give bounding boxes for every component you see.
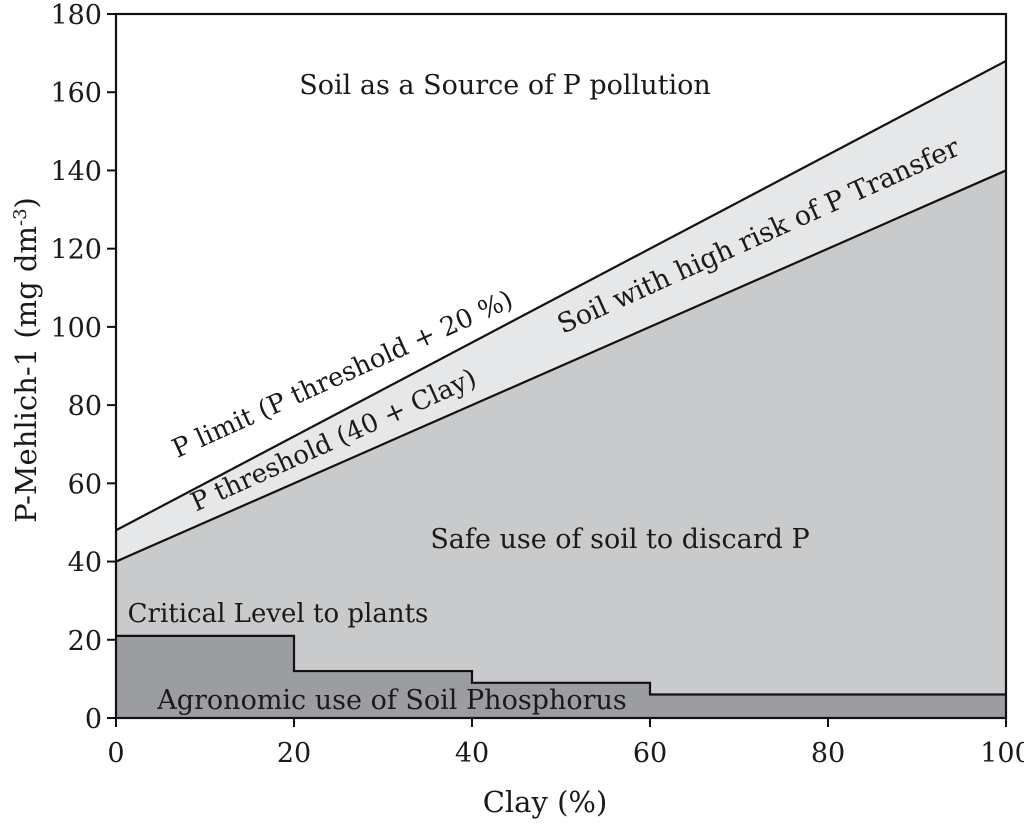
y-tick-label: 60 — [68, 469, 102, 500]
y-axis-title: P-Mehlich-1 (mg dm-3) — [9, 197, 43, 523]
axes — [114, 12, 1008, 720]
y-tick-label: 160 — [50, 78, 102, 109]
y-ticks: 0 20 40 60 80 100 120 140 160 180 — [50, 0, 116, 735]
zone-label-pollution: Soil as a Source of P pollution — [299, 70, 710, 101]
x-tick-label: 0 — [107, 738, 124, 769]
y-axis-title-close: ) — [9, 197, 43, 208]
series-lines — [115, 59, 1007, 696]
y-tick-label: 180 — [50, 0, 102, 31]
zone-high-risk-fill — [116, 60, 1006, 562]
x-axis-title: Clay (%) — [483, 785, 608, 819]
zone-label-agronomic: Agronomic use of Soil Phosphorus — [156, 685, 627, 716]
x-ticks: 0 20 40 60 80 100 — [107, 718, 1024, 769]
zone-fills — [116, 60, 1006, 718]
y-tick-label: 0 — [85, 704, 102, 735]
series-label-critical-level: Critical Level to plants — [128, 599, 429, 629]
x-tick-label: 40 — [455, 738, 489, 769]
y-tick-label: 80 — [68, 391, 102, 422]
y-axis-title-exponent: -3 — [10, 208, 31, 226]
y-tick-label: 20 — [68, 626, 102, 657]
plot-frame — [114, 12, 1008, 720]
y-tick-label: 120 — [50, 235, 102, 266]
x-tick-label: 100 — [980, 738, 1024, 769]
x-tick-label: 80 — [811, 738, 845, 769]
zone-safe-fill — [116, 170, 1006, 718]
x-tick-label: 20 — [277, 738, 311, 769]
critical-level-line — [116, 634, 1006, 696]
zone-agronomic-fill — [116, 635, 1006, 718]
p-limit-line — [115, 59, 1007, 532]
y-tick-label: 100 — [50, 313, 102, 344]
y-axis-title-main: P-Mehlich-1 (mg dm — [9, 226, 43, 523]
x-tick-label: 60 — [633, 738, 667, 769]
zone-label-safe: Safe use of soil to discard P — [430, 524, 809, 555]
y-tick-label: 140 — [50, 156, 102, 187]
y-tick-label: 40 — [68, 548, 102, 579]
p-threshold-line — [115, 169, 1007, 563]
